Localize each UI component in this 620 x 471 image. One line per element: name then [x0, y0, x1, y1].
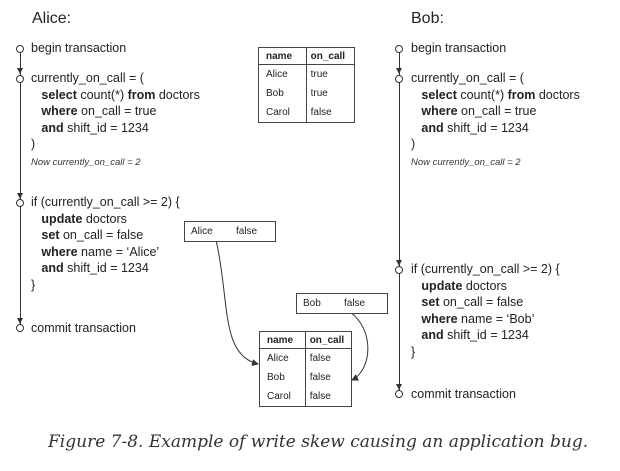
bob-begin-marker — [395, 45, 403, 53]
bob-arrow-2 — [396, 260, 402, 266]
alice-note: Now currently_on_call = 2 — [31, 157, 141, 168]
table-cell: false — [309, 353, 331, 364]
alice-timeline — [20, 49, 21, 327]
alice-arrow-1 — [17, 68, 23, 74]
table-cell: Carol — [259, 103, 307, 122]
figure-caption: Figure 7-8. Example of write skew causin… — [48, 432, 589, 452]
alice-select-query: currently_on_call = ( select count(*) fr… — [31, 71, 200, 151]
table-after: name on_call Alice false Bob false Carol… — [259, 331, 352, 407]
table-row: Carol false — [259, 103, 354, 122]
table-before-header: name on_call — [259, 48, 354, 65]
bob-begin-text: begin transaction — [411, 41, 507, 55]
table-cell: Bob — [259, 84, 307, 103]
table-header-name: name — [259, 48, 307, 64]
table-header-on-call: on_call — [309, 334, 345, 346]
bob-query-marker — [395, 75, 403, 83]
bob-write-box: Bob false — [296, 293, 388, 314]
alice-commit-marker — [16, 324, 24, 332]
alice-update-block: if (currently_on_call >= 2) { update doc… — [31, 195, 180, 292]
table-cell: Carol — [260, 387, 306, 406]
table-cell: Alice — [259, 65, 307, 84]
table-header-name: name — [260, 332, 306, 348]
bob-lane-title: Bob: — [411, 10, 444, 27]
table-row: Bob false — [260, 368, 351, 387]
table-cell: Bob — [260, 368, 306, 387]
alice-write-arrow — [215, 239, 259, 367]
table-row: Alice false — [260, 349, 351, 368]
table-after-header: name on_call — [260, 332, 351, 349]
table-before: name on_call Alice true Bob true Carol f… — [258, 47, 355, 123]
table-header-on-call: on_call — [310, 50, 346, 62]
table-row: Alice true — [259, 65, 354, 84]
alice-query-marker — [16, 75, 24, 83]
alice-if-marker — [16, 199, 24, 207]
alice-begin-marker — [16, 45, 24, 53]
bob-write-value: false — [344, 298, 366, 309]
table-row: Carol false — [260, 387, 351, 406]
table-row: Bob true — [259, 84, 354, 103]
bob-write-arrow — [349, 311, 369, 381]
bob-commit-marker — [395, 390, 403, 398]
alice-write-box: Alice false — [184, 221, 276, 242]
bob-commit-text: commit transaction — [411, 387, 516, 401]
bob-if-marker — [395, 266, 403, 274]
table-cell: Alice — [260, 349, 306, 368]
alice-commit-text: commit transaction — [31, 321, 136, 335]
alice-write-value: false — [236, 226, 258, 237]
bob-arrow-3 — [396, 384, 402, 390]
alice-write-name: Alice — [191, 226, 213, 237]
alice-lane-title: Alice: — [32, 10, 72, 27]
table-cell: true — [310, 88, 328, 99]
alice-arrow-2 — [17, 193, 23, 199]
alice-begin-text: begin transaction — [31, 41, 127, 55]
table-cell: false — [309, 391, 331, 402]
bob-timeline — [399, 49, 400, 393]
alice-arrow-3 — [17, 318, 23, 324]
table-cell: true — [310, 69, 328, 80]
table-cell: false — [310, 107, 332, 118]
table-cell: false — [309, 372, 331, 383]
bob-write-name: Bob — [303, 298, 321, 309]
bob-select-query: currently_on_call = ( select count(*) fr… — [411, 71, 580, 151]
bob-note: Now currently_on_call = 2 — [411, 157, 521, 168]
bob-update-block: if (currently_on_call >= 2) { update doc… — [411, 262, 560, 359]
bob-arrow-1 — [396, 68, 402, 74]
